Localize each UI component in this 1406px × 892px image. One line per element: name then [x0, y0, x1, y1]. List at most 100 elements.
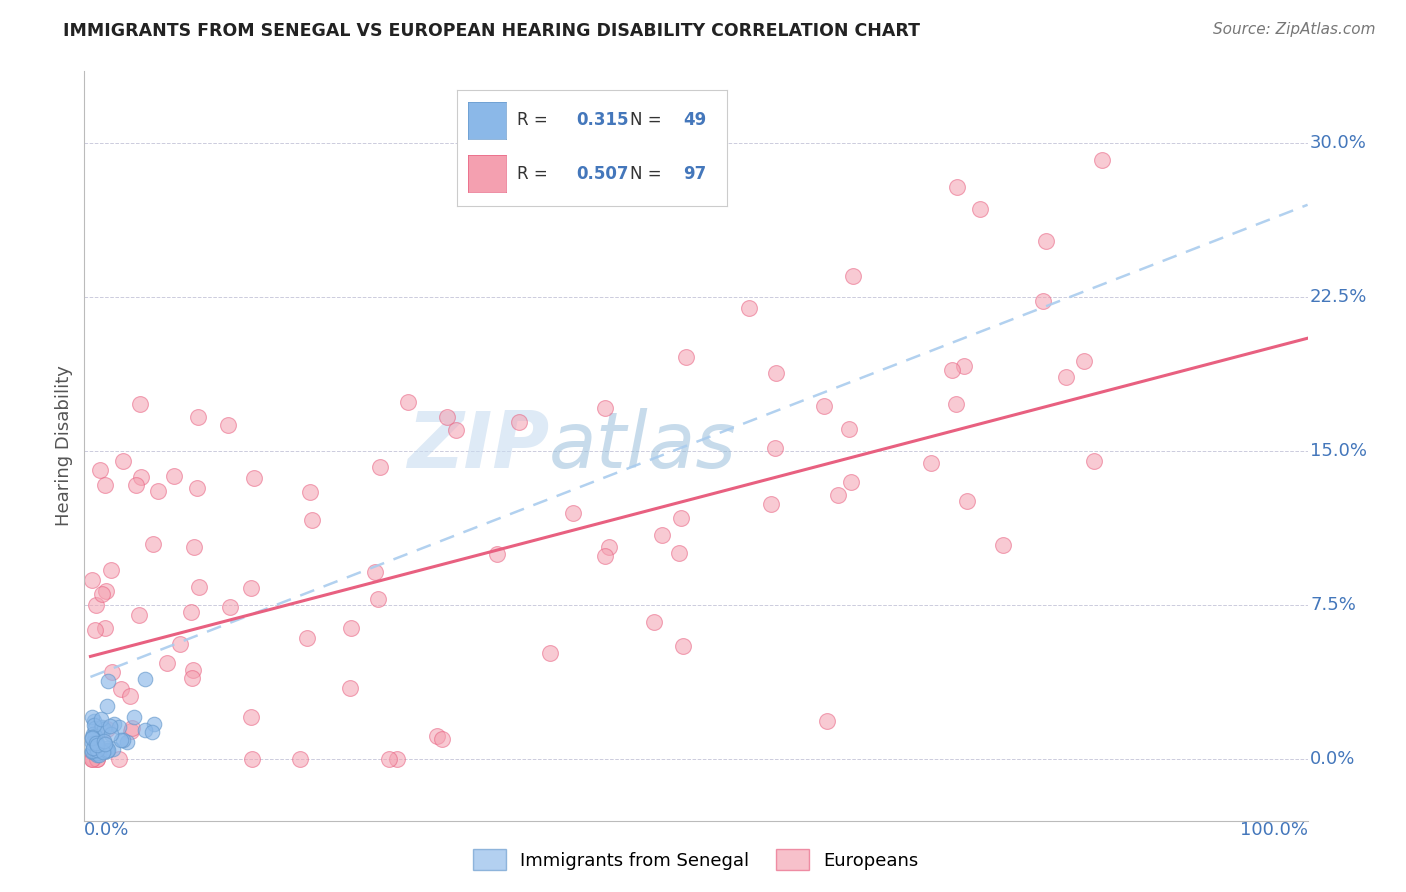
Point — [107, 720, 129, 734]
Point — [598, 540, 620, 554]
Point — [398, 395, 420, 409]
Point — [1032, 294, 1054, 309]
Point — [426, 729, 449, 743]
Point — [83, 718, 105, 732]
Point — [141, 725, 163, 739]
Point — [953, 359, 976, 374]
Point — [80, 744, 103, 758]
Point — [838, 422, 860, 436]
Point — [163, 468, 186, 483]
Point — [96, 743, 118, 757]
Point — [100, 562, 122, 576]
Point — [340, 621, 363, 635]
Point — [86, 746, 108, 760]
Point — [436, 409, 458, 424]
Point — [97, 673, 120, 688]
Point — [83, 721, 105, 735]
Point — [643, 615, 665, 630]
Point — [96, 741, 118, 756]
Point — [90, 587, 112, 601]
Point — [80, 752, 103, 766]
Point — [100, 726, 122, 740]
Point — [90, 712, 112, 726]
Point — [93, 723, 115, 737]
Point — [96, 698, 118, 713]
Point — [80, 735, 103, 749]
Text: IMMIGRANTS FROM SENEGAL VS EUROPEAN HEARING DISABILITY CORRELATION CHART: IMMIGRANTS FROM SENEGAL VS EUROPEAN HEAR… — [63, 22, 921, 40]
Point — [86, 748, 108, 763]
Point — [89, 463, 111, 477]
Point — [370, 460, 392, 475]
Point — [82, 726, 104, 740]
Point — [129, 469, 152, 483]
Point — [765, 366, 787, 380]
Point — [86, 598, 108, 612]
Point — [941, 363, 963, 377]
Point — [759, 497, 782, 511]
Point — [363, 565, 385, 579]
Point — [86, 738, 108, 752]
Point — [96, 722, 118, 736]
Point — [367, 592, 389, 607]
Point — [295, 631, 318, 645]
Point — [444, 423, 467, 437]
Point — [1083, 454, 1105, 468]
Point — [94, 737, 117, 751]
Point — [96, 744, 118, 758]
Point — [83, 743, 105, 757]
Point — [1035, 234, 1057, 248]
Point — [86, 752, 108, 766]
Point — [110, 681, 132, 696]
Point — [93, 744, 115, 758]
Point — [142, 537, 165, 551]
Point — [80, 709, 103, 723]
Point — [240, 710, 263, 724]
Point — [86, 743, 108, 757]
Point — [90, 720, 112, 734]
Point — [1054, 369, 1077, 384]
Point — [485, 548, 508, 562]
Point — [122, 710, 145, 724]
Point — [169, 637, 191, 651]
Point — [148, 484, 170, 499]
Point — [387, 752, 409, 766]
Point — [377, 752, 399, 766]
Point — [839, 475, 862, 489]
Point — [956, 494, 979, 508]
Text: ZIP: ZIP — [406, 408, 550, 484]
Y-axis label: Hearing Disability: Hearing Disability — [55, 366, 73, 526]
Point — [561, 506, 583, 520]
Text: 100.0%: 100.0% — [1240, 821, 1308, 838]
Point — [672, 639, 695, 653]
Point — [84, 736, 107, 750]
Point — [217, 418, 239, 433]
Point — [83, 714, 105, 728]
Point — [98, 719, 121, 733]
Point — [108, 752, 131, 766]
Point — [84, 624, 107, 638]
Point — [87, 745, 110, 759]
Point — [187, 409, 209, 424]
Point — [80, 752, 103, 766]
Point — [134, 723, 156, 737]
Point — [93, 734, 115, 748]
Point — [180, 606, 202, 620]
Point — [991, 538, 1014, 552]
Legend: Immigrants from Senegal, Europeans: Immigrants from Senegal, Europeans — [464, 840, 928, 879]
Point — [920, 456, 942, 470]
Point — [103, 717, 125, 731]
Point — [121, 721, 143, 735]
Point — [94, 621, 117, 635]
Point — [339, 681, 361, 695]
Point — [110, 733, 132, 747]
Text: 30.0%: 30.0% — [1310, 134, 1367, 153]
Point — [120, 724, 142, 739]
Point — [969, 202, 991, 216]
Point — [813, 400, 835, 414]
Point — [671, 511, 693, 525]
Point — [1073, 354, 1095, 368]
Point — [128, 608, 150, 623]
Point — [94, 584, 117, 599]
Point — [218, 600, 240, 615]
Point — [124, 478, 146, 492]
